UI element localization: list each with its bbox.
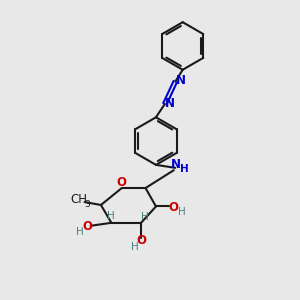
Text: H: H	[141, 212, 148, 222]
Text: CH: CH	[70, 193, 87, 206]
Text: N: N	[165, 97, 175, 110]
Text: H: H	[76, 227, 84, 237]
Text: N: N	[176, 74, 186, 87]
Text: N: N	[171, 158, 181, 171]
Text: O: O	[82, 220, 93, 233]
Text: H: H	[178, 207, 186, 218]
Text: H: H	[180, 164, 189, 174]
Text: H: H	[131, 242, 139, 252]
Text: O: O	[168, 202, 178, 214]
Text: O: O	[136, 234, 146, 247]
Text: 3: 3	[85, 200, 91, 209]
Text: O: O	[117, 176, 127, 189]
Text: H: H	[107, 211, 115, 221]
